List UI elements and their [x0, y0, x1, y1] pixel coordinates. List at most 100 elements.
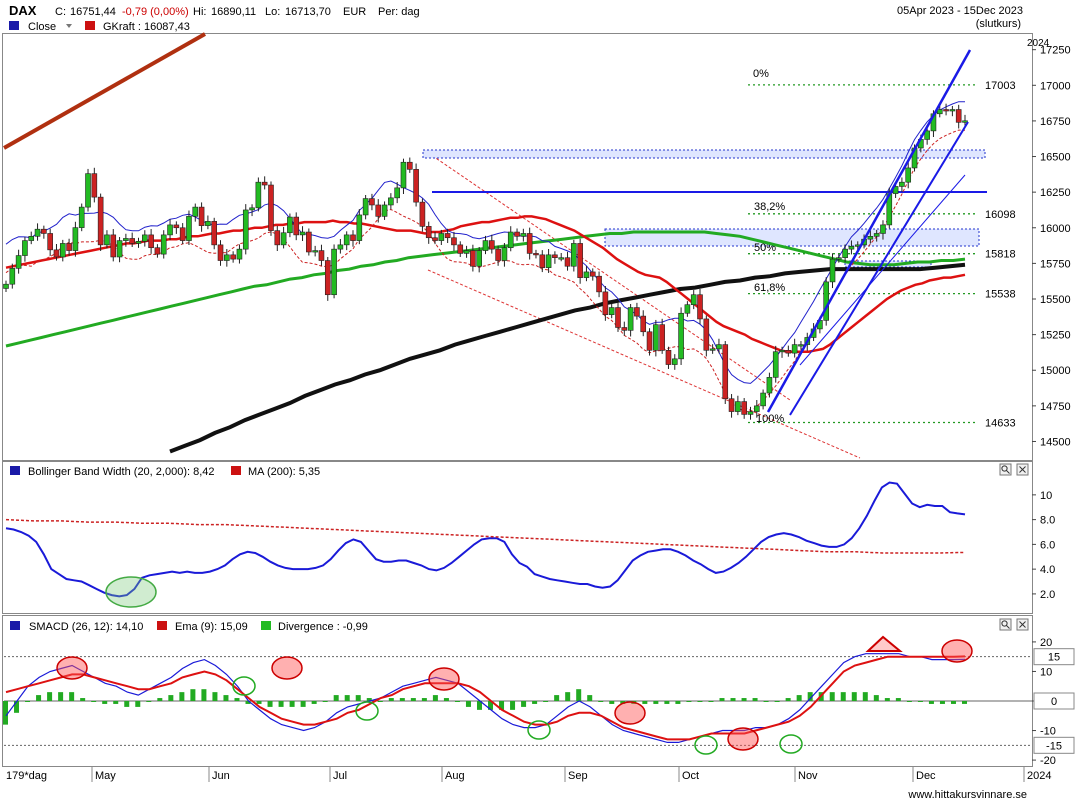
candle-body [104, 234, 110, 246]
candle-body [703, 318, 710, 351]
divergence-bar [91, 701, 97, 702]
candle-body [735, 401, 741, 412]
currency: EUR [343, 6, 366, 18]
candle-body [242, 209, 249, 250]
candle-body [274, 230, 281, 246]
candle-body [470, 250, 476, 267]
candle-body [899, 181, 905, 187]
candle-body [129, 238, 135, 244]
divergence-bar [168, 695, 174, 701]
candle-body [413, 169, 419, 203]
candle-body [823, 281, 829, 321]
buy-signal-marker [694, 735, 718, 755]
candle-body [400, 161, 407, 189]
divergence-bar [873, 695, 879, 701]
candle-body [173, 224, 180, 229]
divergence-legend-swatch [261, 621, 271, 630]
fib-level-label: 61,8% [754, 282, 785, 294]
ma200-line [169, 262, 966, 454]
candle-body [495, 248, 501, 261]
candle-body [9, 268, 16, 285]
candle-body [255, 181, 262, 209]
divergence-bar [300, 701, 306, 707]
divergence-bar [807, 692, 813, 701]
divergence-bar [322, 701, 328, 702]
divergence-bar [763, 701, 769, 702]
candle-body [671, 358, 678, 365]
smacd-tick-label: -20 [1040, 755, 1056, 767]
candle-body [722, 344, 729, 400]
watermark: www.hittakursvinnare.se [907, 789, 1027, 800]
mode-label: (slutkurs) [976, 18, 1021, 30]
candle-body [924, 130, 930, 140]
divergence-bar [730, 698, 736, 701]
bbw-tick-label: 4.0 [1040, 564, 1055, 576]
candle-body [192, 206, 199, 217]
candle-body [444, 233, 451, 239]
price-tick-label: 15250 [1040, 330, 1071, 342]
divergence-bar [840, 692, 846, 701]
divergence-bar [36, 695, 42, 701]
candle-body [224, 254, 230, 261]
bbw-ma-title: MA (200): 5,35 [248, 466, 320, 478]
candle-body [337, 244, 344, 250]
divergence-bar [410, 698, 416, 701]
fib-level-value: 17003 [985, 80, 1016, 92]
smacd-zoom-icon[interactable] [999, 618, 1012, 631]
candle-body [571, 243, 577, 267]
bbw-zoom-icon[interactable] [999, 463, 1012, 476]
gkraft-legend-swatch [85, 21, 95, 30]
candle-body [640, 315, 647, 333]
divergence-bar [565, 692, 571, 701]
candle-body [753, 405, 760, 412]
candle-body [66, 243, 72, 251]
sell-signal-marker [727, 727, 759, 751]
candle-body [463, 250, 470, 254]
candle-body [59, 243, 66, 258]
candle-body [167, 224, 173, 236]
divergence-bar [278, 701, 284, 707]
candle-body [659, 324, 665, 351]
chevron-down-icon[interactable] [66, 24, 72, 28]
candle-body [848, 245, 855, 250]
divergence-bar [388, 698, 394, 701]
divergence-bar [851, 692, 857, 701]
candle-body [545, 254, 552, 268]
divergence-bar [245, 701, 251, 704]
buy-signal-marker [355, 701, 379, 721]
price-tick-label: 17250 [1040, 45, 1071, 57]
candle-body [299, 231, 306, 236]
divergence-bar [884, 698, 890, 701]
candle-body [154, 247, 161, 255]
smacd-reference-label: -15 [1046, 740, 1062, 752]
candle-body [552, 254, 558, 258]
candle-body [678, 312, 684, 360]
candle-body [772, 351, 779, 378]
smacd-reference-box [1033, 648, 1075, 666]
x-axis: May Jun Jul Aug Sep Oct Nov Dec 2024 [91, 766, 1051, 782]
divergence-bar [256, 701, 262, 704]
candle-body [526, 233, 533, 254]
divergence-bar [609, 701, 615, 704]
x-tick-label: Jun [212, 770, 230, 782]
period-count: 179*dag [6, 770, 47, 782]
candle-body [627, 307, 634, 331]
candle-body [425, 226, 432, 239]
divergence-bar [741, 698, 747, 701]
candle-body [539, 254, 546, 268]
candle-body [230, 254, 236, 260]
candle-body [842, 248, 848, 258]
bbw-tick-label: 8.0 [1040, 515, 1055, 527]
sell-signal-marker [614, 701, 646, 725]
date-range: 05Apr 2023 - 15Dec 2023 [897, 5, 1023, 17]
smacd-reference-label: 15 [1048, 652, 1060, 664]
divergence-bar [344, 695, 350, 701]
candle-body [905, 167, 912, 183]
x-tick-label: Nov [798, 770, 818, 782]
smacd-close-icon[interactable] [1016, 618, 1029, 631]
divergence-bar [895, 698, 901, 701]
candle-body [406, 161, 413, 170]
bbw-tick-label: 10 [1040, 490, 1052, 502]
bbw-close-icon[interactable] [1016, 463, 1029, 476]
